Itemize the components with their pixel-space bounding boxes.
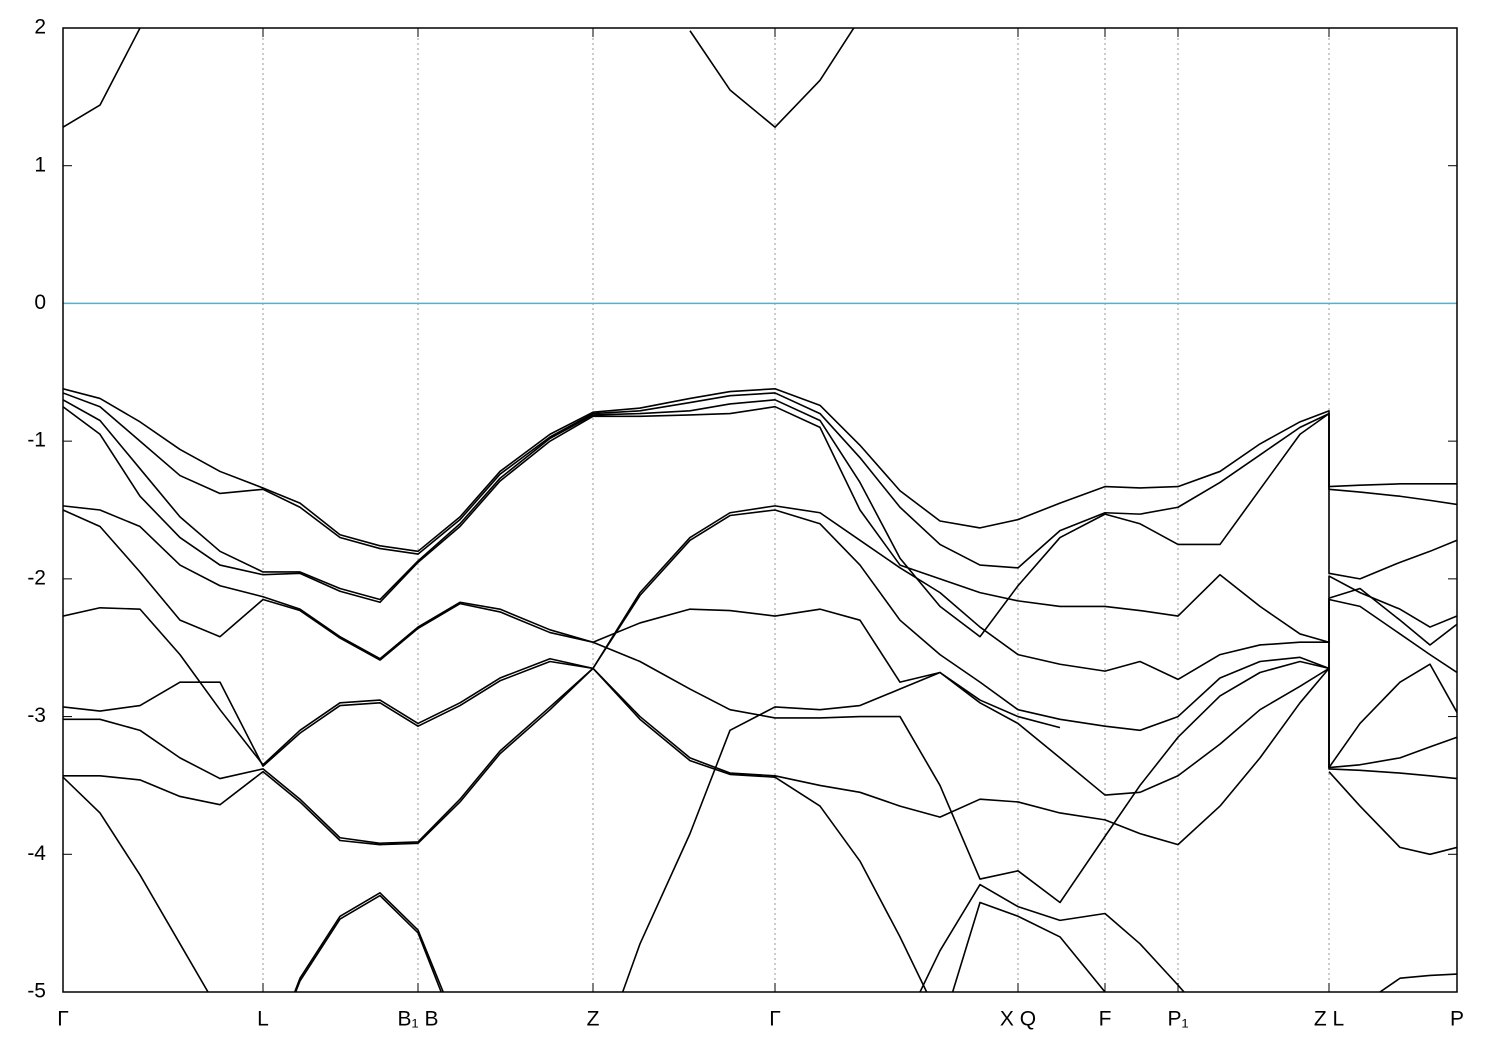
band-line [294, 883, 1457, 992]
labels: 2 1 0 -1 -2 -3 -4 -5 Γ L B₁ B Z Γ X Q F P₁ Z L P [27, 16, 1464, 1031]
band-line [951, 901, 1106, 992]
x-tick-label: X Q [1000, 1008, 1036, 1031]
band-line [63, 667, 1457, 992]
bands [63, 28, 1457, 992]
y-tick-label: -5 [27, 980, 46, 1003]
x-tick-label: P [1450, 1008, 1464, 1031]
y-tick-label: -4 [27, 842, 46, 865]
band-line [63, 505, 1457, 769]
band-line [63, 667, 1457, 846]
band-line [63, 509, 1457, 769]
band-line [63, 505, 1457, 796]
y-tick-label: 2 [34, 16, 46, 39]
plot-frame [62, 27, 1458, 993]
band-line [63, 509, 1457, 904]
y-tick-label: -2 [27, 566, 46, 589]
band-line [63, 399, 1457, 638]
x-tick-label: L [257, 1008, 269, 1031]
y-tick-label: -3 [27, 704, 46, 727]
band-line [63, 671, 1061, 992]
x-tick-label: B₁ B [398, 1008, 439, 1031]
x-tick-label: F [1099, 1008, 1112, 1031]
band-line [63, 392, 1457, 569]
x-tick-label: P₁ [1167, 1008, 1188, 1031]
band-line [63, 28, 855, 128]
x-tick-label: Z [587, 1008, 600, 1031]
y-tick-label: 0 [34, 291, 46, 314]
band-line [63, 388, 1457, 553]
band-line [63, 405, 1457, 644]
x-tick-label: Z L [1314, 1008, 1344, 1031]
y-tick-label: -1 [27, 429, 46, 452]
x-tick-label: Γ [57, 1008, 69, 1031]
grid [62, 27, 1458, 993]
x-tick-label: Γ [769, 1008, 781, 1031]
y-tick-label: 1 [34, 153, 46, 176]
